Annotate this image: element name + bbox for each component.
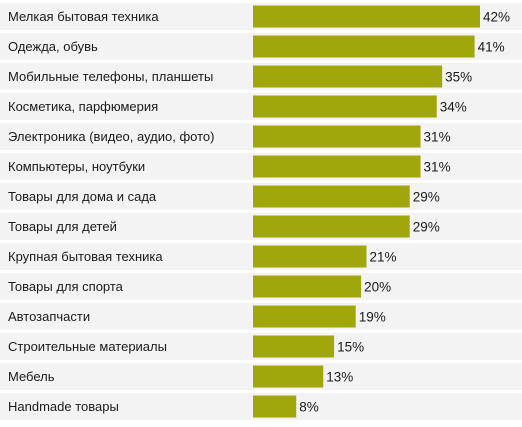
value-label: 31% xyxy=(424,160,451,175)
bar-row: Товары для дома и сада 29% xyxy=(0,183,522,210)
bar xyxy=(253,365,324,388)
bar xyxy=(253,65,443,88)
bar xyxy=(253,305,356,328)
bar-row: Мелкая бытовая техника 42% xyxy=(0,3,522,30)
bar xyxy=(253,215,410,238)
bar xyxy=(253,185,410,208)
category-label: Товары для спорта xyxy=(8,279,124,294)
value-label: 21% xyxy=(370,250,397,265)
bar xyxy=(253,335,335,358)
bar xyxy=(253,395,297,418)
bar-row: Автозапчасти 19% xyxy=(0,303,522,330)
category-label: Одежда, обувь xyxy=(8,39,98,54)
value-label: 29% xyxy=(413,220,440,235)
bar-row: Мебель 13% xyxy=(0,363,522,390)
value-label: 19% xyxy=(359,310,386,325)
bar xyxy=(253,125,421,148)
category-label: Электроника (видео, аудио, фото) xyxy=(8,129,214,144)
bar-row: Электроника (видео, аудио, фото) 31% xyxy=(0,123,522,150)
bar xyxy=(253,5,480,28)
value-label: 35% xyxy=(445,70,472,85)
category-label: Мебель xyxy=(8,369,55,384)
value-label: 34% xyxy=(440,100,467,115)
bar-row: Мобильные телефоны, планшеты 35% xyxy=(0,63,522,90)
value-label: 31% xyxy=(424,130,451,145)
category-label: Автозапчасти xyxy=(8,309,90,324)
value-label: 15% xyxy=(337,340,364,355)
category-label: Товары для детей xyxy=(8,219,117,234)
bar-row: Косметика, парфюмерия 34% xyxy=(0,93,522,120)
value-label: 13% xyxy=(326,370,353,385)
bar-row: Строительные материалы 15% xyxy=(0,333,522,360)
category-label: Мелкая бытовая техника xyxy=(8,9,159,24)
bar xyxy=(253,275,362,298)
category-label: Мобильные телефоны, планшеты xyxy=(8,69,213,84)
bar xyxy=(253,35,475,58)
category-label: Строительные материалы xyxy=(8,339,167,354)
category-label: Товары для дома и сада xyxy=(8,189,157,204)
bar-row: Товары для детей 29% xyxy=(0,213,522,240)
category-label: Косметика, парфюмерия xyxy=(8,99,158,114)
bar-row: Handmade товары 8% xyxy=(0,393,522,420)
value-label: 8% xyxy=(299,400,319,415)
bar-row: Крупная бытовая техника 21% xyxy=(0,243,522,270)
category-label: Крупная бытовая техника xyxy=(8,249,163,264)
bar-row: Компьютеры, ноутбуки 31% xyxy=(0,153,522,180)
bar-row: Товары для спорта 20% xyxy=(0,273,522,300)
bar xyxy=(253,245,367,268)
bar xyxy=(253,95,437,118)
category-label: Компьютеры, ноутбуки xyxy=(8,159,145,174)
value-label: 42% xyxy=(483,10,510,25)
bar-row: Одежда, обувь 41% xyxy=(0,33,522,60)
value-label: 29% xyxy=(413,190,440,205)
value-label: 41% xyxy=(478,40,505,55)
bar xyxy=(253,155,421,178)
value-label: 20% xyxy=(364,280,391,295)
category-label: Handmade товары xyxy=(8,399,119,414)
